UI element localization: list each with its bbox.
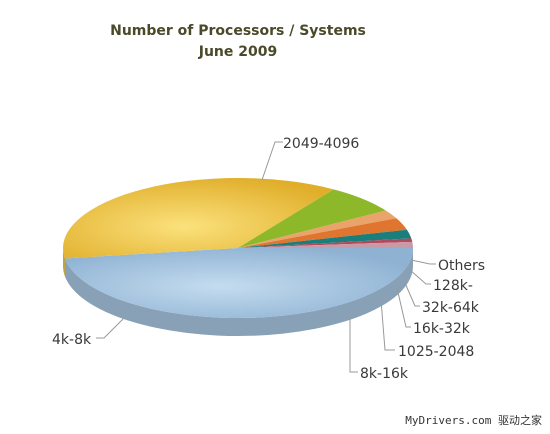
slice-2049-4096 — [64, 248, 413, 318]
slice-label-32k-64k: 32k-64k — [422, 300, 480, 316]
slice-label-others: Others — [438, 258, 485, 274]
leader-line-others — [410, 259, 436, 265]
watermark: MyDrivers.com 驱动之家 — [405, 414, 542, 427]
slice-1025-2048 — [238, 210, 397, 248]
leader-line-128k — [409, 269, 431, 285]
slice-32k-64k — [238, 229, 412, 248]
leader-line-32k-64k — [404, 282, 420, 307]
slice-128k — [238, 238, 413, 248]
leader-line-4k-8k — [96, 315, 127, 339]
slice-side-2049-4096 — [64, 248, 413, 336]
leader-line-16k-32k — [396, 287, 411, 328]
slice-4k-8k — [63, 178, 334, 259]
slice-side-4k-8k — [63, 248, 65, 277]
slice-label-128k: 128k- — [433, 278, 473, 294]
slice-16k-32k — [238, 218, 407, 248]
slice-label-16k-32k: 16k-32k — [413, 321, 471, 337]
slice-others — [238, 241, 413, 248]
chart-subtitle: June 2009 — [198, 44, 277, 60]
chart-title: Number of Processors / Systems — [110, 23, 366, 39]
pie-tops — [63, 178, 413, 318]
pie-sides — [63, 248, 413, 336]
slice-label-8k-16k: 8k-16k — [360, 366, 409, 382]
slice-label-1025-2048: 1025-2048 — [398, 344, 474, 360]
leader-line-8k-16k — [349, 316, 358, 373]
leader-line-2049-4096 — [261, 141, 283, 181]
leader-line-1025-2048 — [380, 299, 395, 351]
slice-label-4k-8k: 4k-8k — [52, 332, 92, 348]
slice-label-2049-4096: 2049-4096 — [283, 136, 359, 152]
slice-8k-16k — [238, 189, 386, 248]
slice-labels: 2049-4096 4k-8k 8k-16k 1025-2048 16k-32k 32k-… — [52, 136, 485, 382]
